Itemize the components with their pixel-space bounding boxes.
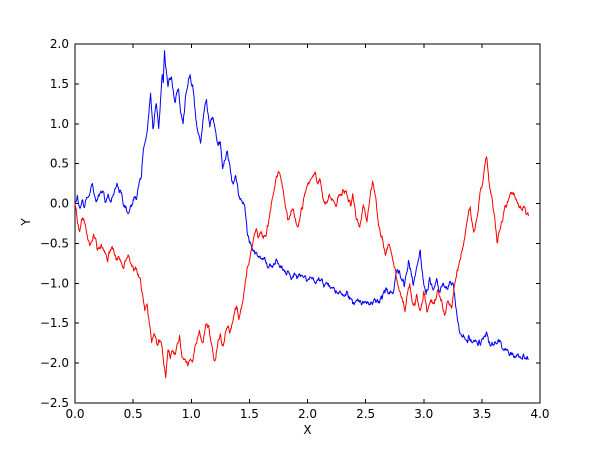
y-tick-label: 1.5 <box>50 77 69 91</box>
x-tick-label: 2.0 <box>298 407 317 421</box>
y-tick-label: −0.5 <box>40 236 69 250</box>
plot-frame <box>74 43 541 404</box>
x-tick-label: 3.5 <box>472 407 491 421</box>
x-tick-label: 3.0 <box>414 407 433 421</box>
y-tick-label: −1.0 <box>40 276 69 290</box>
x-tick-label: 2.5 <box>356 407 375 421</box>
x-tick-label: 1.0 <box>182 407 201 421</box>
x-axis-label: X <box>303 423 312 437</box>
series-line-red-random-walk <box>74 156 529 379</box>
y-tick-label: −2.0 <box>40 356 69 370</box>
series-line-blue-random-walk <box>74 50 529 361</box>
y-axis-label: Y <box>19 218 33 226</box>
x-tick-label: 0.0 <box>65 407 84 421</box>
x-tick-label: 4.0 <box>530 407 549 421</box>
y-tick-label: 0.5 <box>50 157 69 171</box>
y-tick-label: −1.5 <box>40 316 69 330</box>
x-tick-label: 1.5 <box>240 407 259 421</box>
y-tick-label: 0.0 <box>50 197 69 211</box>
y-tick-label: 1.0 <box>50 117 69 131</box>
x-tick-label: 0.5 <box>124 407 143 421</box>
y-tick-label: −2.5 <box>40 396 69 410</box>
y-tick-label: 2.0 <box>50 37 69 51</box>
